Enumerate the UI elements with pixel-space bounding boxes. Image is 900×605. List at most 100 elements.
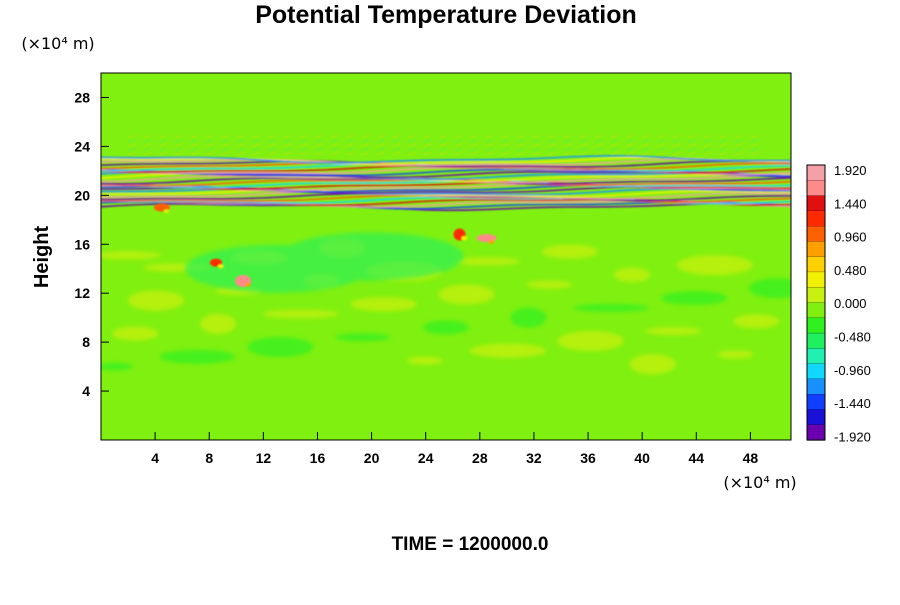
inversion-stripe	[101, 189, 791, 198]
ripple-mark	[501, 152, 510, 156]
ripple-mark	[376, 139, 385, 143]
ripple-mark	[547, 143, 556, 147]
ripple-mark	[361, 134, 370, 139]
ripple-mark	[610, 147, 618, 152]
inversion-stripe	[101, 155, 791, 164]
ripple-mark	[190, 143, 198, 147]
ripple-mark	[314, 143, 323, 147]
ripple-mark	[610, 134, 618, 139]
ripple-mark	[501, 134, 510, 139]
texture-mark	[526, 280, 573, 289]
ripple-mark	[299, 147, 307, 152]
ripple-mark	[205, 147, 214, 152]
ripple-mark	[579, 143, 587, 147]
ripple-mark	[532, 139, 541, 143]
ripple-mark	[656, 147, 665, 152]
ripple-mark	[439, 147, 447, 152]
ripple-mark	[330, 147, 338, 152]
ripple-mark	[345, 134, 354, 139]
ripple-mark	[750, 147, 759, 152]
colorbar-swatch	[806, 348, 826, 365]
texture-mark	[422, 320, 469, 335]
ripple-mark	[252, 152, 261, 156]
x-axis-tick-label: 16	[310, 450, 326, 466]
ripple-mark	[703, 147, 712, 152]
texture-mark	[127, 290, 184, 311]
ripple-mark	[516, 143, 525, 147]
x-axis-unit: (×10⁴ m)	[723, 473, 796, 492]
ripple-mark	[532, 152, 541, 156]
ripple-mark	[330, 139, 338, 143]
ripple-mark	[454, 139, 463, 143]
ripple-mark	[205, 139, 214, 143]
y-axis-tick-label: 24	[74, 138, 90, 154]
ripple-mark	[610, 143, 618, 147]
ripple-mark	[159, 147, 167, 152]
ripple-mark	[267, 134, 276, 139]
colorbar-swatch	[806, 241, 826, 258]
ripple-mark	[267, 139, 276, 143]
texture-mark	[350, 297, 417, 312]
ripple-mark	[688, 152, 696, 156]
ripple-mark	[750, 143, 759, 147]
x-axis-tick-label: 44	[689, 450, 705, 466]
ripple-mark	[299, 139, 307, 143]
ripple-mark	[423, 143, 432, 147]
x-axis-tick-label: 32	[526, 450, 542, 466]
inversion-stripe	[101, 166, 791, 176]
warm-spot-halo	[163, 209, 170, 214]
ripple-mark	[688, 147, 696, 152]
texture-mark	[557, 330, 624, 351]
colorbar-tick-label: 1.920	[834, 163, 867, 178]
ripple-mark	[563, 147, 572, 152]
ripple-mark	[719, 134, 727, 139]
texture-mark	[101, 251, 161, 260]
ripple-mark	[330, 143, 338, 147]
ripple-mark	[532, 147, 541, 152]
ripple-mark	[656, 139, 665, 143]
texture-mark	[454, 257, 521, 266]
ripple-mark	[236, 147, 245, 152]
texture-mark	[334, 333, 391, 342]
warm-spots	[153, 203, 497, 287]
ripple-mark	[127, 134, 136, 139]
ripple-mark	[579, 134, 587, 139]
ripple-mark	[625, 152, 634, 156]
warm-spot	[210, 258, 222, 267]
colorbar-swatch	[806, 225, 826, 243]
chart-title: Potential Temperature Deviation	[255, 1, 637, 29]
texture-mark	[629, 354, 676, 375]
ripple-mark	[485, 143, 494, 147]
ripple-mark	[376, 134, 385, 139]
texture-mark	[645, 327, 702, 336]
ripple-mark	[672, 139, 681, 143]
ripple-mark	[703, 134, 712, 139]
ripple-mark	[236, 139, 245, 143]
ripple-mark	[252, 147, 261, 152]
ripple-mark	[625, 134, 634, 139]
ripple-mark	[610, 152, 618, 156]
ripple-mark	[719, 147, 727, 152]
colorbar-tick-label: 0.480	[834, 263, 867, 278]
ripple-mark	[516, 134, 525, 139]
upper-ripples	[127, 134, 759, 156]
ripple-mark	[532, 143, 541, 147]
x-axis-tick-label: 4	[151, 450, 159, 466]
y-axis-ticks: 4 8 12 16 20 24 28	[74, 89, 109, 399]
ripple-mark	[361, 147, 370, 152]
ripple-mark	[314, 147, 323, 152]
texture-mark	[541, 244, 598, 259]
ripple-mark	[470, 143, 478, 147]
ripple-mark	[470, 134, 478, 139]
colorbar-swatch	[806, 195, 826, 212]
ripple-mark	[594, 152, 603, 156]
ripple-mark	[407, 152, 416, 156]
colorbar-swatch	[806, 210, 826, 227]
ripple-mark	[361, 152, 370, 156]
colorbar-swatch	[806, 317, 826, 334]
texture-mark	[159, 349, 236, 364]
ripple-mark	[547, 152, 556, 156]
ripple-mark	[625, 147, 634, 152]
ripple-mark	[439, 139, 447, 143]
